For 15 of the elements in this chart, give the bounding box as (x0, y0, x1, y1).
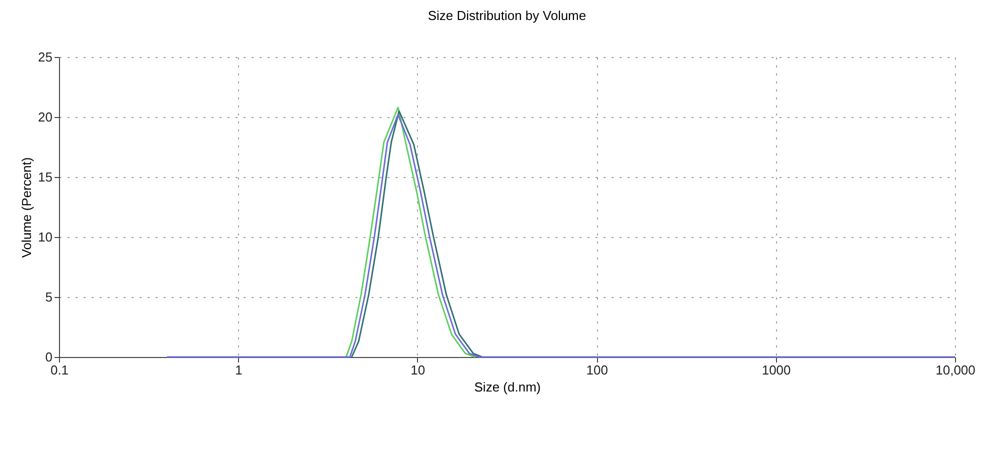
x-axis-title: Size (d.nm) (474, 380, 541, 394)
x-tick-label: 100 (586, 362, 608, 378)
y-tick-label: 15 (38, 170, 52, 184)
y-tick-label: 0 (45, 350, 52, 364)
y-tick-label: 20 (38, 110, 52, 124)
x-tick-label: 10 (410, 362, 426, 378)
x-tick-label: 1 (235, 362, 242, 378)
x-tick-label: 10,000 (936, 362, 976, 378)
x-tick-label: 1000 (762, 362, 791, 378)
y-tick-label: 10 (38, 230, 52, 244)
chart-title: Size Distribution by Volume (428, 8, 586, 23)
x-tick-label: 0.1 (50, 362, 69, 378)
y-axis-title: Volume (Percent) (19, 157, 34, 258)
y-tick-label: 5 (45, 290, 52, 304)
y-tick-label: 25 (38, 50, 52, 64)
